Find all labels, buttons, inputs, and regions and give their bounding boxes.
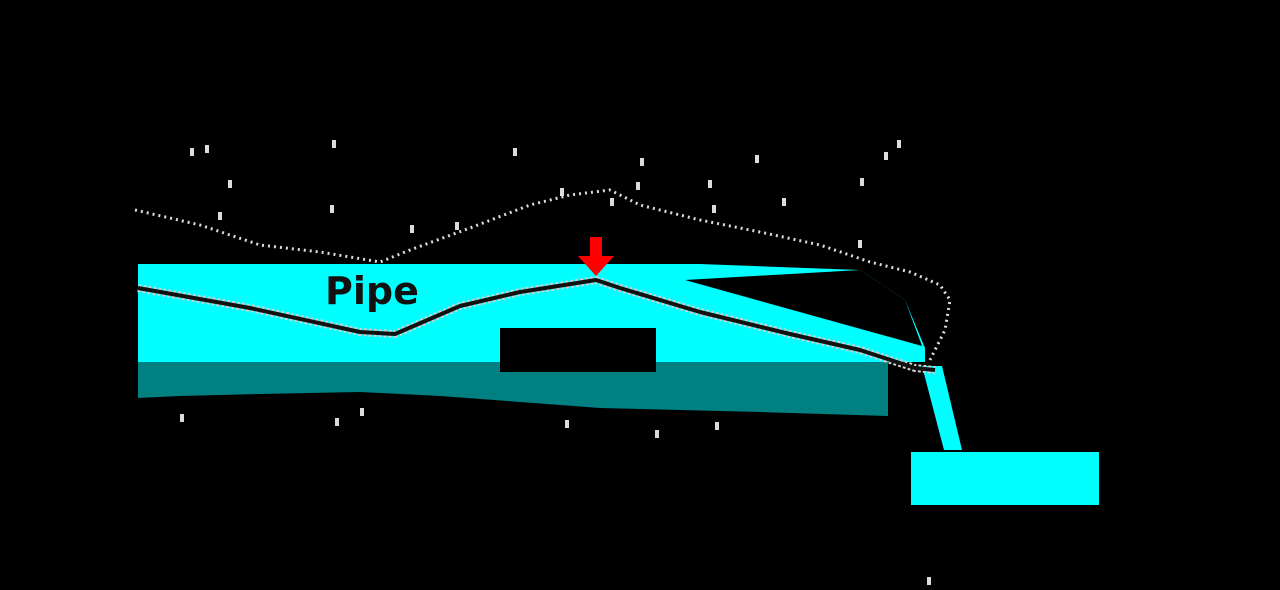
speckle-dot xyxy=(655,430,659,438)
pipe-line-core xyxy=(137,278,936,372)
speckle-dot xyxy=(636,182,640,190)
speckle-dot xyxy=(897,140,901,148)
speckle-dot xyxy=(228,180,232,188)
speckle-dot xyxy=(360,408,364,416)
speckle-dot xyxy=(755,155,759,163)
submerged-block xyxy=(500,328,656,372)
speckle-dot xyxy=(332,140,336,148)
speckle-dot xyxy=(712,205,716,213)
speckle-dot xyxy=(610,198,614,206)
speckle-dot xyxy=(513,148,517,156)
marker-arrow-icon xyxy=(578,237,614,276)
speckle-dots xyxy=(180,140,931,585)
outflow-pool xyxy=(911,452,1099,505)
speckle-dot xyxy=(782,198,786,206)
speckle-dot xyxy=(860,178,864,186)
speckle-dot xyxy=(858,240,862,248)
outflow-column xyxy=(922,366,962,450)
water-shadow xyxy=(138,362,888,416)
pipe-label: Pipe xyxy=(325,269,419,313)
speckle-dot xyxy=(410,225,414,233)
speckle-dot xyxy=(330,205,334,213)
speckle-dot xyxy=(715,422,719,430)
speckle-dot xyxy=(205,145,209,153)
speckle-dot xyxy=(335,418,339,426)
speckle-dot xyxy=(180,414,184,422)
speckle-dot xyxy=(560,188,564,196)
speckle-dot xyxy=(927,577,931,585)
speckle-dot xyxy=(640,158,644,166)
speckle-dot xyxy=(884,152,888,160)
speckle-dot xyxy=(708,180,712,188)
speckle-dot xyxy=(565,420,569,428)
speckle-dot xyxy=(218,212,222,220)
speckle-dot xyxy=(190,148,194,156)
speckle-dot xyxy=(455,222,459,230)
water-notch xyxy=(685,270,922,346)
